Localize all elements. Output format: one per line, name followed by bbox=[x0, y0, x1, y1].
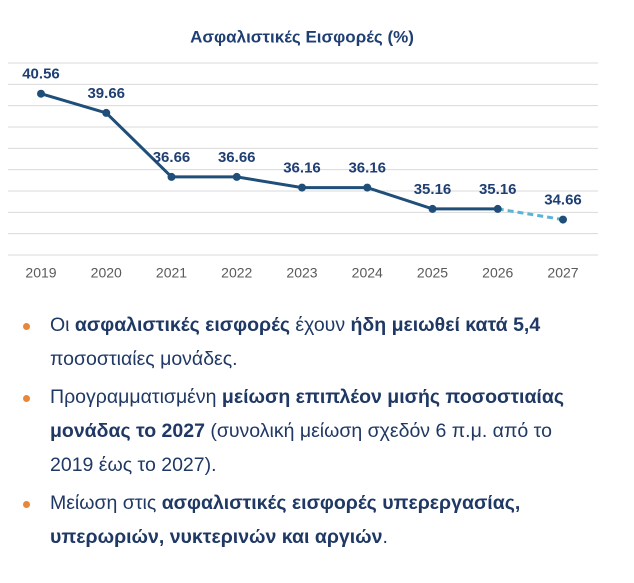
line bbox=[497, 207, 564, 222]
x-tick-label: 2027 bbox=[547, 265, 578, 281]
data-label: 36.66 bbox=[153, 149, 191, 166]
bold-text: ήδη μειωθεί κατά 5,4 bbox=[350, 314, 541, 336]
data-label: 35.16 bbox=[414, 181, 452, 198]
x-tick-label: 2022 bbox=[221, 265, 252, 281]
bullet-item: Μείωση στις ασφαλιστικές εισφορές υπερερ… bbox=[0, 486, 590, 554]
point bbox=[167, 172, 176, 181]
bullet-marker bbox=[23, 323, 30, 330]
x-tick-label: 2026 bbox=[482, 265, 513, 281]
text: Οι bbox=[50, 314, 75, 336]
bullet-list: Οι ασφαλιστικές εισφορές έχουν ήδη μειωθ… bbox=[0, 308, 620, 558]
point bbox=[363, 183, 372, 192]
text: Προγραμματισμένη bbox=[50, 386, 222, 408]
data-label: 36.66 bbox=[218, 149, 256, 166]
point bbox=[559, 215, 567, 224]
x-tick-label: 2019 bbox=[25, 265, 56, 281]
bullet-marker bbox=[23, 395, 30, 402]
data-label: 34.66 bbox=[544, 192, 582, 209]
point bbox=[298, 183, 306, 192]
text: ποσοστιαίες μονάδες. bbox=[50, 348, 238, 370]
text: . bbox=[382, 526, 388, 548]
data-label: 36.16 bbox=[283, 160, 321, 177]
x-tick-label: 2020 bbox=[91, 265, 122, 281]
data-label: 35.16 bbox=[479, 181, 517, 198]
bullet-item: Προγραμματισμένη μείωση επιπλέον μισής π… bbox=[0, 380, 590, 482]
data-label: 40.56 bbox=[22, 66, 60, 83]
text: Μείωση στις bbox=[50, 492, 162, 514]
text: (συνολική μείωση σχεδόν 6 π.μ. από το 20… bbox=[50, 420, 552, 476]
x-tick-label: 2025 bbox=[417, 265, 448, 281]
data-label: 39.66 bbox=[87, 85, 125, 102]
line bbox=[40, 92, 498, 211]
bold-text: μείωση επιπλέον μισής ποσοστιαίας μονάδα… bbox=[50, 386, 564, 442]
bullet-item: Οι ασφαλιστικές εισφορές έχουν ήδη μειωθ… bbox=[0, 308, 590, 376]
point bbox=[102, 108, 111, 117]
chart-title: Ασφαλιστικές Εισφορές (%) bbox=[190, 27, 414, 46]
bold-text: ασφαλιστικές εισφορές υπερεργασίας, υπερ… bbox=[50, 492, 521, 548]
point bbox=[493, 204, 502, 213]
bold-text: ασφαλιστικές εισφορές bbox=[74, 314, 291, 336]
point bbox=[37, 89, 45, 98]
x-tick-label: 2023 bbox=[286, 265, 317, 281]
bullet-marker bbox=[23, 501, 30, 508]
x-tick-label: 2024 bbox=[352, 265, 383, 281]
data-label: 36.16 bbox=[348, 160, 386, 177]
text: έχουν bbox=[290, 314, 351, 336]
point bbox=[232, 172, 241, 181]
chart: Ασφαλιστικές Εισφορές (%) 2019 2020 2021 20… bbox=[8, 27, 598, 281]
point bbox=[428, 204, 437, 213]
x-tick-label: 2021 bbox=[156, 265, 187, 281]
